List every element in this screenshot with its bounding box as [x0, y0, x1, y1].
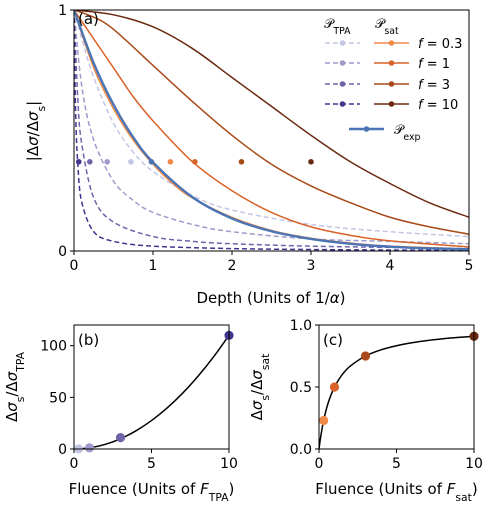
panel-a-marker-8	[308, 159, 314, 165]
panel-a-x-axis-label: Depth (Units of 1/α)	[197, 289, 346, 307]
panel-a-y-tick-label: 1	[58, 3, 67, 19]
panel-c-x-tick-label: 5	[392, 456, 401, 472]
panel-a-series-line-8	[74, 10, 469, 251]
panel-c-data-point-2	[360, 351, 371, 361]
panel-b-label: (b)	[78, 331, 99, 349]
legend-sat-marker-0	[388, 40, 395, 46]
legend-tpa-marker-0	[339, 40, 346, 46]
panel-c-data-point-1	[329, 382, 340, 392]
panel-c-y-axis-label: Δσs/Δσsat	[248, 354, 272, 421]
panel-a-marker-3	[128, 159, 134, 165]
panel-c-fit-curve	[318, 335, 475, 450]
legend-header-tpa: 𝒫TPA	[324, 17, 351, 37]
panel-a-marker-0	[75, 159, 82, 165]
panel-a-frame	[73, 9, 470, 252]
panel-c-x-tick-label: 0	[315, 456, 324, 472]
panel-b-x-axis-label: Fluence (Units of FTPA)	[69, 480, 235, 504]
panel-c-y-tick-label: 0.5	[290, 380, 312, 396]
panel-a-y-axis-label: |Δσ/Δσs|	[24, 101, 48, 161]
panel-a-x-tick-label: 5	[465, 258, 474, 274]
panel-a-label: (a)	[78, 10, 99, 28]
legend-row-label-1: f = 1	[418, 57, 450, 72]
legend-sat-marker-3	[388, 101, 395, 107]
panel-b-y-tick-label: 100	[40, 339, 67, 355]
legend-row-label-2: f = 3	[418, 78, 450, 93]
panel-b-data-point-2	[115, 433, 126, 443]
panel-c-label: (c)	[323, 331, 343, 349]
legend-exp-marker	[363, 126, 370, 132]
panel-c-x-tick-label: 10	[465, 456, 483, 472]
panel-a-series-line-1	[74, 10, 469, 245]
panel-a-series-line-5	[74, 10, 469, 248]
panel-a-marker-6	[192, 159, 198, 165]
panel-a-series-line-7	[74, 10, 469, 218]
panel-b-x-tick-label: 0	[70, 456, 79, 472]
panel-b-x-tick-label: 10	[220, 456, 238, 472]
legend-row-label-3: f = 10	[418, 98, 458, 113]
legend-header-sat: 𝒫sat	[375, 17, 399, 37]
panel-a-series-line-0	[74, 10, 469, 238]
panel-c-data-point-0	[319, 415, 329, 426]
panel-a-x-tick-label: 0	[70, 258, 79, 274]
panel-c-y-tick-label: 1.0	[290, 318, 312, 334]
panel-b-fit-curve	[73, 334, 230, 450]
panel-a-x-tick-label: 2	[228, 258, 237, 274]
legend-sat-marker-2	[388, 81, 395, 87]
panel-a-series-line-2	[74, 10, 469, 250]
legend-tpa-marker-2	[339, 81, 346, 87]
panel-c-y-tick-label: 0.0	[290, 442, 312, 458]
panel-b-x-tick-label: 5	[147, 456, 156, 472]
panel-a-series-line-3	[74, 10, 469, 251]
panel-b-data-point-1	[84, 443, 95, 453]
panel-a-marker-7	[238, 159, 245, 165]
panel-c-x-axis-label: Fluence (Units of Fsat)	[315, 480, 477, 504]
panel-a-marker-2	[104, 159, 110, 165]
panel-a-y-tick-label: 0	[58, 244, 67, 260]
panel-a-x-tick-label: 4	[386, 258, 395, 274]
legend-row-label-0: f = 0.3	[418, 37, 462, 52]
panel-a-marker-4	[148, 159, 155, 165]
legend-tpa-marker-3	[339, 101, 346, 107]
legend-tpa-marker-1	[339, 60, 346, 66]
legend-sat-marker-1	[388, 60, 395, 66]
panel-b-y-tick-label: 50	[49, 390, 67, 406]
panel-b-y-tick-label: 0	[58, 442, 67, 458]
panel-b-y-axis-label: Δσs/ΔσTPA	[3, 351, 27, 422]
panel-a-x-tick-label: 1	[149, 258, 158, 274]
legend-exp-label: 𝒫exp	[394, 123, 420, 143]
panel-a-x-tick-label: 3	[307, 258, 316, 274]
panel-a-marker-1	[87, 159, 93, 165]
panel-a-plot-area	[74, 10, 469, 251]
panel-a-marker-5	[167, 159, 174, 165]
panel-a-series-line-6	[74, 10, 469, 235]
